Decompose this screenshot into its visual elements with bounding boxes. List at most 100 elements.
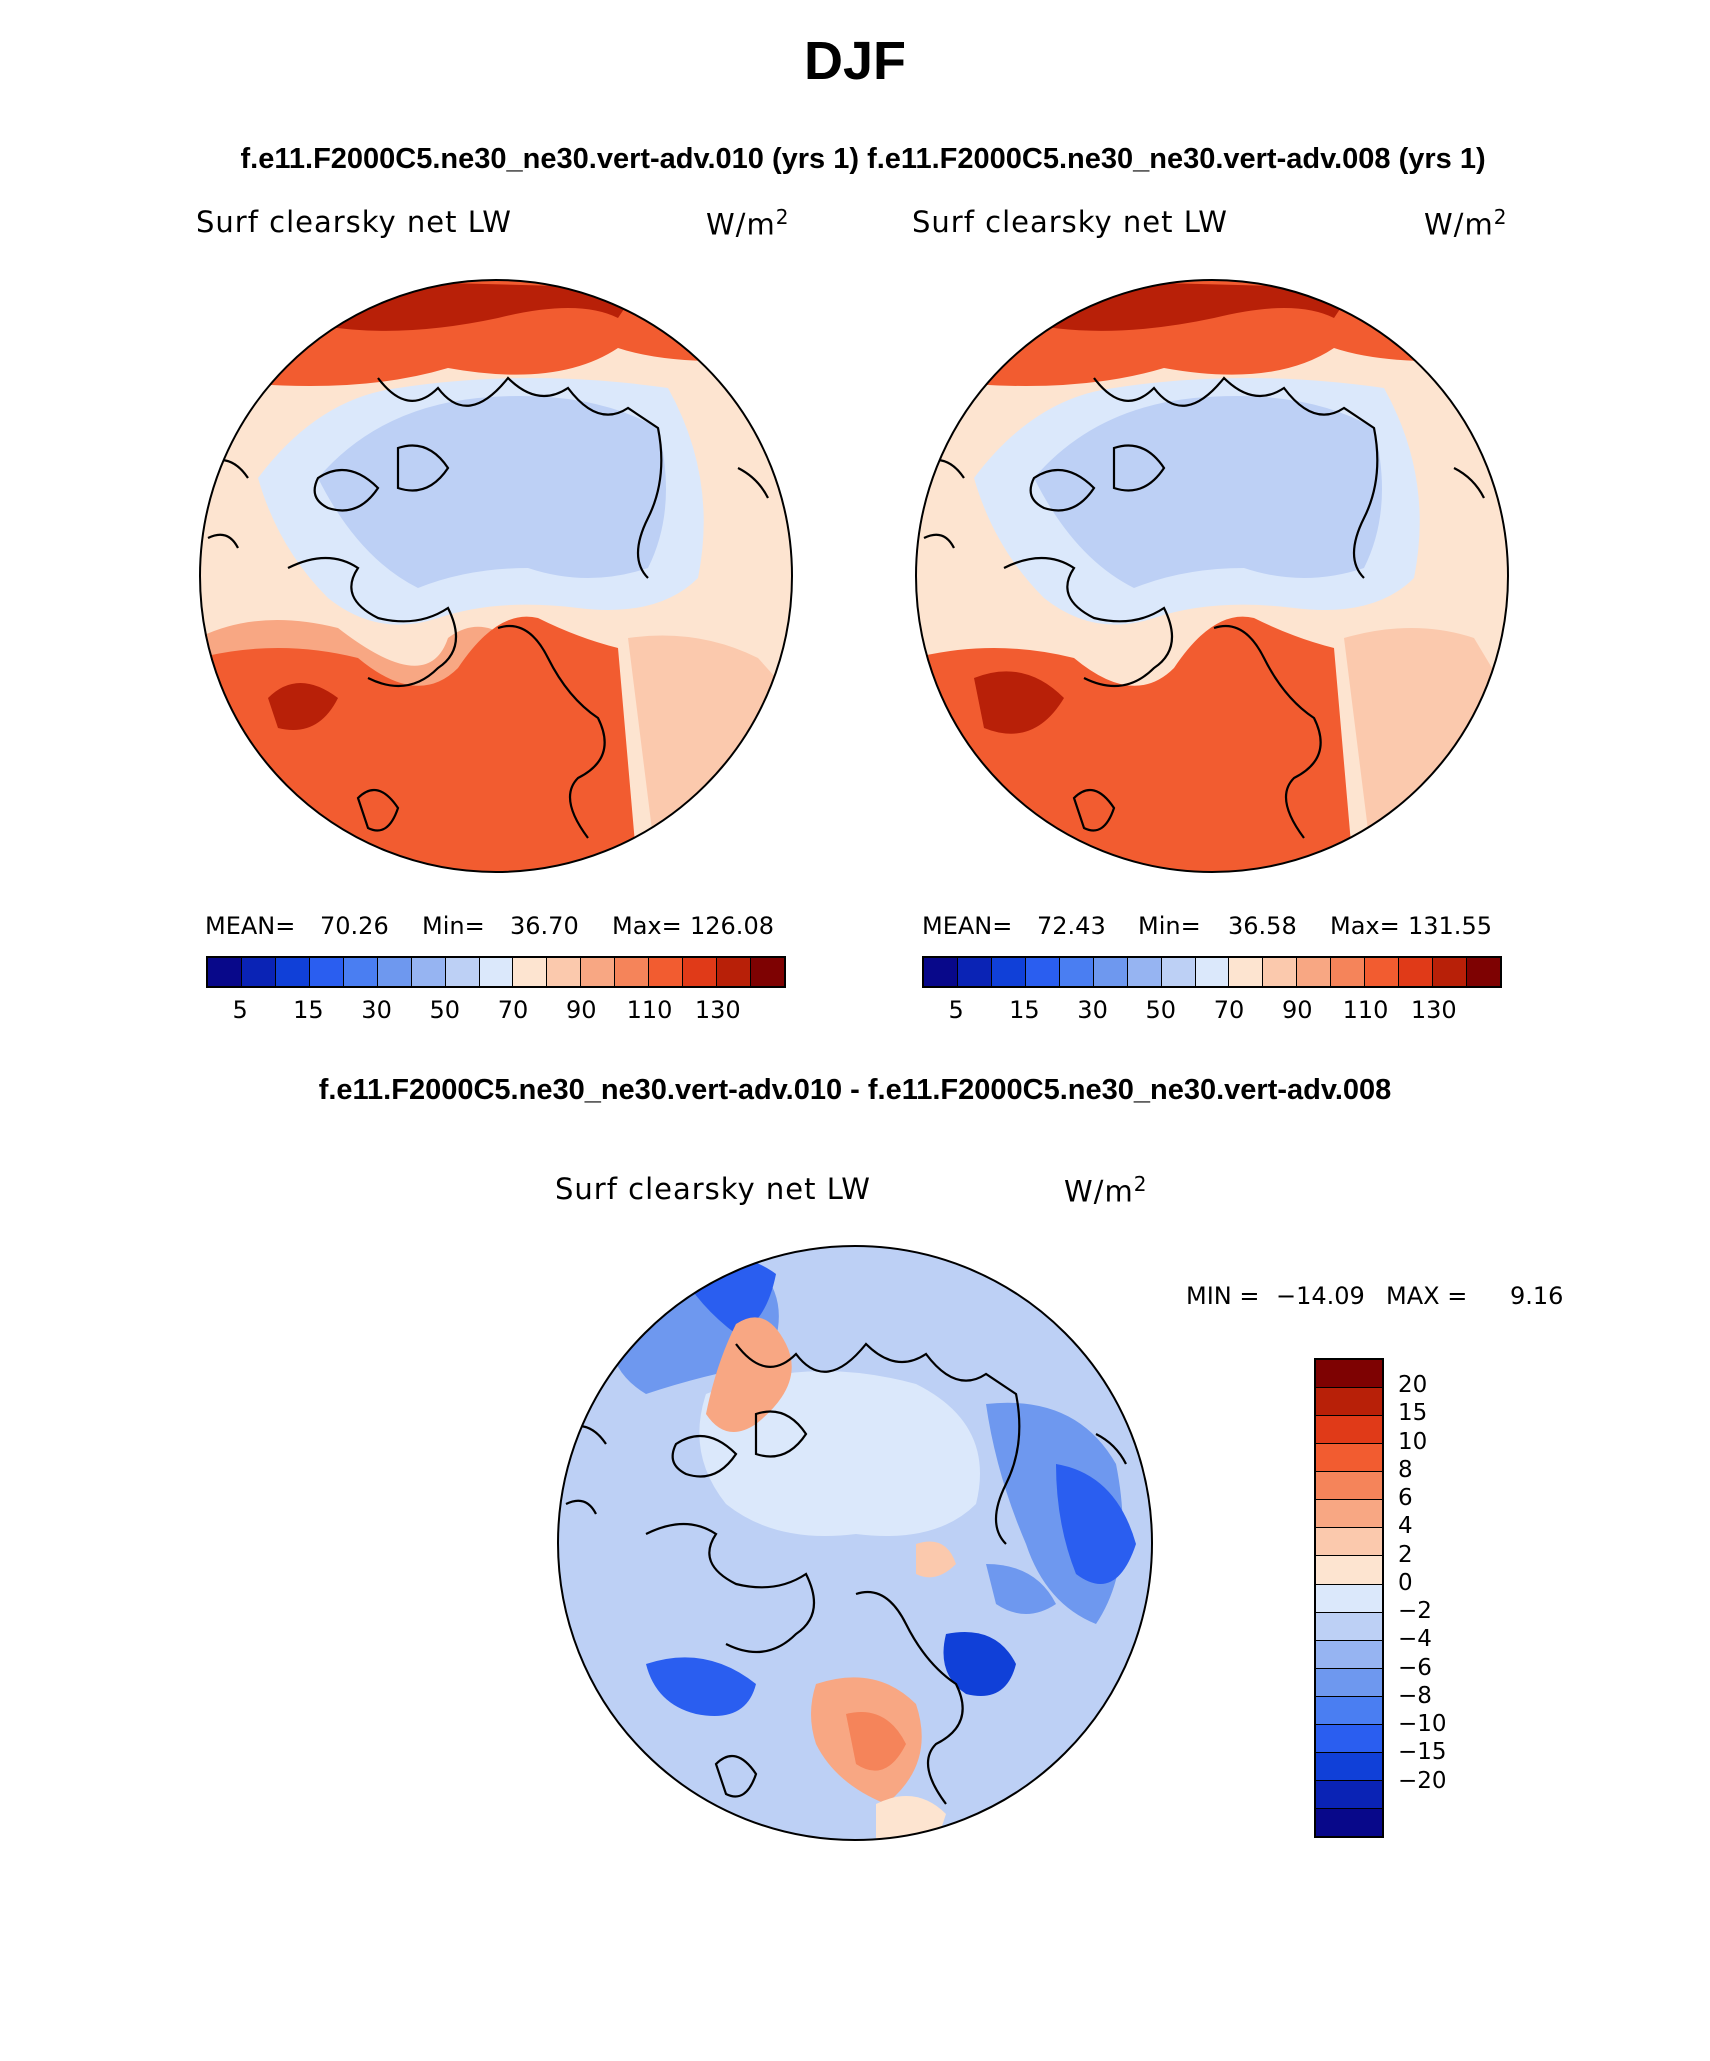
colorbar-tick-label: 90 — [1282, 996, 1313, 1024]
panel2-mean-label: MEAN= — [922, 912, 1013, 940]
diff-title: f.e11.F2000C5.ne30_ne30.vert-adv.010 - f… — [318, 1074, 1392, 1106]
diff-max-label: MAX = — [1386, 1282, 1468, 1310]
colorbar-swatch — [615, 958, 650, 986]
colorbar-tick-label: 70 — [1213, 996, 1245, 1024]
panel2-max-label: Max= — [1330, 912, 1400, 940]
colorbar-swatch — [241, 958, 276, 986]
colorbar-swatch — [1467, 958, 1500, 986]
colorbar-swatch — [1093, 958, 1128, 986]
colorbar-swatch — [275, 958, 310, 986]
panel2-max-value: 131.55 — [1408, 912, 1492, 940]
panel1-mean-label: MEAN= — [205, 912, 296, 940]
colorbar-swatch — [1365, 958, 1400, 986]
colorbar-swatch — [1127, 958, 1162, 986]
colorbar-swatch — [1316, 1388, 1382, 1417]
panel1-variable: Surf clearsky net LW — [196, 205, 512, 239]
colorbar-tick-label: 50 — [1145, 996, 1177, 1024]
colorbar-swatch — [1316, 1668, 1382, 1697]
panel1-polar-map — [199, 279, 793, 873]
colorbar-swatch — [1316, 1416, 1382, 1445]
colorbar-swatch — [479, 958, 514, 986]
panel2-colorbar — [922, 956, 1502, 988]
panel1-max-label: Max= — [612, 912, 682, 940]
subtitle-left: f.e11.F2000C5.ne30_ne30.vert-adv.010 (yr… — [240, 143, 860, 175]
colorbar-swatch — [547, 958, 582, 986]
colorbar-tick-label: −10 — [1398, 1711, 1447, 1738]
diff-units: W/m2 — [1064, 1172, 1148, 1209]
colorbar-swatch — [1433, 958, 1467, 986]
colorbar-tick-label: 5 — [948, 996, 964, 1024]
colorbar-swatch — [1316, 1584, 1382, 1613]
colorbar-swatch — [1316, 1444, 1382, 1473]
colorbar-tick-label: −8 — [1398, 1682, 1432, 1709]
colorbar-swatch — [1316, 1724, 1382, 1753]
colorbar-swatch — [649, 958, 684, 986]
colorbar-tick-label: 110 — [626, 996, 673, 1024]
colorbar-tick-label: 50 — [429, 996, 461, 1024]
colorbar-swatch — [411, 958, 446, 986]
panel1-units: W/m2 — [706, 205, 790, 242]
colorbar-swatch — [445, 958, 480, 986]
colorbar-tick-label: 70 — [497, 996, 529, 1024]
colorbar-tick-label: −20 — [1398, 1767, 1447, 1794]
colorbar-swatch — [1316, 1612, 1382, 1641]
colorbar-swatch — [924, 958, 958, 986]
diff-colorbar-ticks: 20 15 10 8 6 4 2 0 −2 −4 −6 −8 −10 −15 −20 — [1398, 1358, 1518, 1838]
colorbar-swatch — [751, 958, 784, 986]
colorbar-swatch — [1399, 958, 1434, 986]
colorbar-swatch — [1316, 1472, 1382, 1501]
diff-max-value: 9.16 — [1510, 1282, 1564, 1310]
colorbar-tick-label: 15 — [1398, 1400, 1428, 1427]
colorbar-swatch — [343, 958, 378, 986]
panel1-colorbar-ticks: 5 15 30 50 70 90 110 130 — [206, 996, 786, 1026]
diff-polar-map — [557, 1245, 1153, 1841]
diff-min-label: MIN = — [1186, 1282, 1260, 1310]
panel2-mean-value: 72.43 — [1037, 912, 1106, 940]
colorbar-tick-label: 130 — [1410, 996, 1457, 1024]
panel1-mean-value: 70.26 — [320, 912, 389, 940]
diff-variable: Surf clearsky net LW — [555, 1172, 871, 1206]
colorbar-swatch — [957, 958, 992, 986]
colorbar-swatch — [1195, 958, 1230, 986]
colorbar-tick-label: 6 — [1398, 1485, 1413, 1512]
colorbar-swatch — [377, 958, 412, 986]
colorbar-tick-label: −15 — [1398, 1739, 1447, 1766]
colorbar-tick-label: 130 — [694, 996, 741, 1024]
colorbar-tick-label: −4 — [1398, 1626, 1432, 1653]
colorbar-tick-label: −6 — [1398, 1654, 1432, 1681]
figure-subtitle: f.e11.F2000C5.ne30_ne30.vert-adv.010 (yr… — [0, 110, 1710, 176]
colorbar-swatch — [1025, 958, 1060, 986]
colorbar-tick-label: 15 — [1009, 996, 1040, 1024]
colorbar-tick-label: 0 — [1398, 1569, 1413, 1596]
colorbar-tick-label: 8 — [1398, 1456, 1413, 1483]
diff-min-value: −14.09 — [1276, 1282, 1365, 1310]
panel1-min-value: 36.70 — [510, 912, 579, 940]
colorbar-swatch — [1316, 1640, 1382, 1669]
colorbar-swatch — [1316, 1696, 1382, 1725]
panel2-polar-map — [915, 279, 1509, 873]
diff-colorbar — [1314, 1358, 1384, 1838]
colorbar-tick-label: 5 — [232, 996, 248, 1024]
colorbar-tick-label: 20 — [1398, 1372, 1428, 1399]
colorbar-swatch — [1316, 1360, 1382, 1389]
subtitle-right: f.e11.F2000C5.ne30_ne30.vert-adv.008 (yr… — [867, 143, 1486, 175]
colorbar-swatch — [1316, 1809, 1382, 1837]
colorbar-tick-label: 2 — [1398, 1541, 1413, 1568]
panel2-colorbar-ticks: 5 15 30 50 70 90 110 130 — [922, 996, 1502, 1026]
colorbar-swatch — [1316, 1752, 1382, 1781]
colorbar-swatch — [1059, 958, 1094, 986]
colorbar-swatch — [1316, 1500, 1382, 1529]
panel2-min-label: Min= — [1138, 912, 1201, 940]
colorbar-swatch — [1316, 1556, 1382, 1585]
colorbar-swatch — [717, 958, 751, 986]
colorbar-swatch — [1229, 958, 1264, 986]
colorbar-swatch — [309, 958, 344, 986]
panel1-min-label: Min= — [422, 912, 485, 940]
colorbar-tick-label: 110 — [1342, 996, 1389, 1024]
colorbar-swatch — [1161, 958, 1196, 986]
colorbar-tick-label: 90 — [566, 996, 597, 1024]
colorbar-tick-label: 15 — [293, 996, 324, 1024]
colorbar-tick-label: 10 — [1398, 1428, 1428, 1455]
colorbar-swatch — [1297, 958, 1332, 986]
colorbar-tick-label: 4 — [1398, 1513, 1413, 1540]
